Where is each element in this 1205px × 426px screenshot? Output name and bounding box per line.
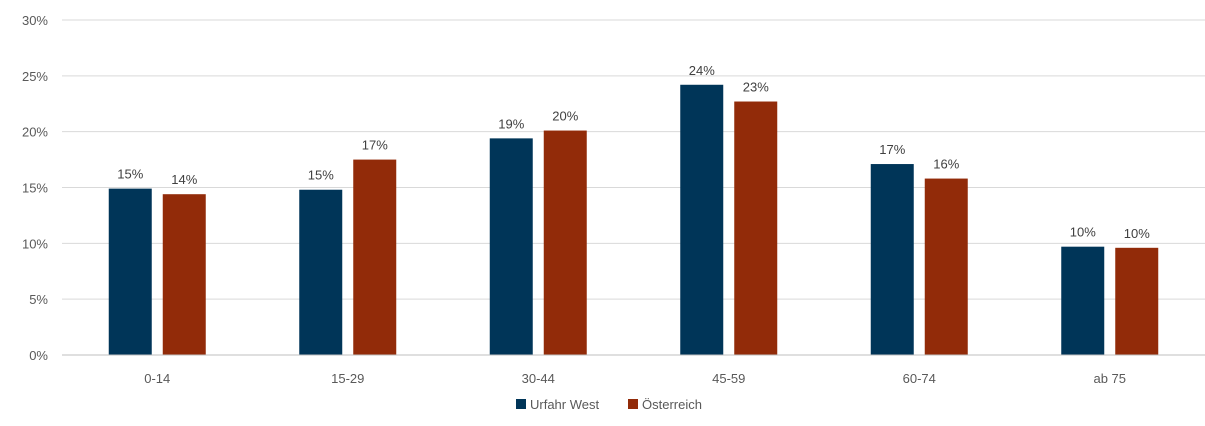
data-label: 17%	[362, 138, 388, 153]
y-tick-label: 5%	[29, 292, 48, 307]
bar--sterreich-15-29	[353, 159, 397, 355]
data-label: 23%	[743, 80, 769, 95]
bar-urfahr-west-45-59	[680, 84, 724, 356]
bar-urfahr-west-15-29	[299, 189, 343, 355]
y-tick-label: 25%	[22, 69, 48, 84]
legend: Urfahr West Österreich	[516, 397, 702, 412]
y-tick-label: 10%	[22, 236, 48, 251]
y-tick-label: 30%	[22, 13, 48, 28]
bar--sterreich-0-14	[162, 194, 206, 355]
data-label: 15%	[117, 167, 143, 182]
bar-urfahr-west-60-74	[870, 164, 914, 355]
bar-urfahr-west-30-44	[489, 138, 533, 355]
y-tick-label: 15%	[22, 181, 48, 196]
x-tick-label: 45-59	[712, 371, 745, 386]
bar-urfahr-west-0-14	[108, 188, 152, 355]
data-label: 17%	[879, 142, 905, 157]
y-tick-label: 0%	[29, 348, 48, 363]
x-tick-label: 30-44	[522, 371, 555, 386]
legend-label: Urfahr West	[530, 397, 599, 412]
data-label: 15%	[308, 168, 334, 183]
bar--sterreich-45-59	[734, 101, 778, 356]
legend-label: Österreich	[642, 397, 702, 412]
bar--sterreich-ab-75	[1115, 247, 1159, 355]
bar--sterreich-30-44	[543, 130, 587, 355]
data-label: 16%	[933, 157, 959, 172]
x-tick-label: 60-74	[903, 371, 936, 386]
bar--sterreich-60-74	[924, 178, 968, 355]
data-label: 24%	[689, 63, 715, 78]
data-label: 19%	[498, 116, 524, 131]
x-tick-label: 0-14	[144, 371, 170, 386]
x-tick-label: ab 75	[1093, 371, 1126, 386]
y-tick-label: 20%	[22, 125, 48, 140]
x-tick-label: 15-29	[331, 371, 364, 386]
data-label: 14%	[171, 172, 197, 187]
bar-urfahr-west-ab-75	[1061, 246, 1105, 355]
legend-swatch	[516, 399, 526, 409]
legend-swatch	[628, 399, 638, 409]
data-label: 10%	[1070, 225, 1096, 240]
data-label: 20%	[552, 109, 578, 124]
data-label: 10%	[1124, 226, 1150, 241]
